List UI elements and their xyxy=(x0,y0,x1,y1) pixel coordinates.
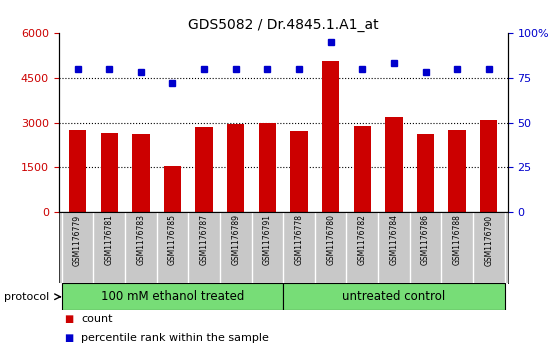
Title: GDS5082 / Dr.4845.1.A1_at: GDS5082 / Dr.4845.1.A1_at xyxy=(188,18,378,32)
Text: GSM1176787: GSM1176787 xyxy=(200,215,209,265)
Text: protocol: protocol xyxy=(4,292,49,302)
Bar xyxy=(259,122,276,212)
Text: GSM1176791: GSM1176791 xyxy=(263,215,272,265)
Bar xyxy=(163,166,181,212)
Text: GSM1176784: GSM1176784 xyxy=(389,215,398,265)
Bar xyxy=(69,130,86,212)
Bar xyxy=(227,124,244,212)
Bar xyxy=(480,119,498,212)
Text: ■: ■ xyxy=(64,314,74,325)
Bar xyxy=(417,134,434,212)
Text: GSM1176785: GSM1176785 xyxy=(168,215,177,265)
Text: GSM1176788: GSM1176788 xyxy=(453,215,461,265)
Text: GSM1176782: GSM1176782 xyxy=(358,215,367,265)
Bar xyxy=(385,117,403,212)
Text: GSM1176790: GSM1176790 xyxy=(484,215,493,266)
Text: percentile rank within the sample: percentile rank within the sample xyxy=(81,333,269,343)
Text: count: count xyxy=(81,314,112,325)
Text: GSM1176783: GSM1176783 xyxy=(136,215,145,265)
Bar xyxy=(322,61,339,212)
Text: GSM1176779: GSM1176779 xyxy=(73,215,82,266)
Bar xyxy=(100,133,118,212)
Text: ■: ■ xyxy=(64,333,74,343)
Bar xyxy=(283,283,504,310)
Bar xyxy=(449,130,466,212)
Text: GSM1176780: GSM1176780 xyxy=(326,215,335,265)
Bar xyxy=(290,131,307,212)
Bar xyxy=(132,134,150,212)
Text: GSM1176781: GSM1176781 xyxy=(105,215,114,265)
Text: 100 mM ethanol treated: 100 mM ethanol treated xyxy=(101,290,244,303)
Text: untreated control: untreated control xyxy=(342,290,445,303)
Text: GSM1176789: GSM1176789 xyxy=(231,215,240,265)
Text: GSM1176786: GSM1176786 xyxy=(421,215,430,265)
Bar xyxy=(62,283,283,310)
Text: GSM1176778: GSM1176778 xyxy=(295,215,304,265)
Bar xyxy=(354,126,371,212)
Bar xyxy=(195,127,213,212)
